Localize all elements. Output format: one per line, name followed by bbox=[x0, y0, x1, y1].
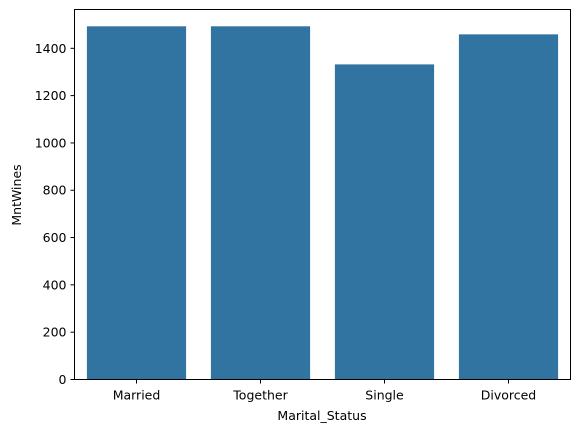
y-tick-label-600: 600 bbox=[43, 230, 67, 245]
bar-single bbox=[334, 64, 435, 380]
bar-divorced bbox=[458, 34, 559, 380]
bar-married bbox=[86, 26, 187, 380]
x-tick-label-single: Single bbox=[365, 388, 404, 403]
y-tick-label-800: 800 bbox=[43, 183, 67, 198]
bar-together bbox=[210, 26, 311, 380]
x-axis-label: Marital_Status bbox=[277, 408, 366, 423]
plot-frame bbox=[74, 9, 571, 380]
y-tick-label-1400: 1400 bbox=[35, 41, 67, 56]
y-tick-label-400: 400 bbox=[43, 277, 67, 292]
y-tick-label-1200: 1200 bbox=[35, 88, 67, 103]
y-tick-label-0: 0 bbox=[59, 372, 67, 387]
x-tick-label-divorced: Divorced bbox=[481, 388, 537, 403]
bars-group bbox=[86, 26, 559, 380]
y-tick-label-1000: 1000 bbox=[35, 135, 67, 150]
x-axis-ticks: Married Together Single Divorced bbox=[113, 379, 537, 403]
y-axis-ticks: 0 200 400 600 800 1000 1200 1400 bbox=[35, 41, 75, 387]
y-tick-label-200: 200 bbox=[43, 325, 67, 340]
x-tick-label-together: Together bbox=[232, 388, 288, 403]
y-axis-label: MntWines bbox=[9, 164, 24, 225]
x-tick-label-married: Married bbox=[113, 388, 161, 403]
